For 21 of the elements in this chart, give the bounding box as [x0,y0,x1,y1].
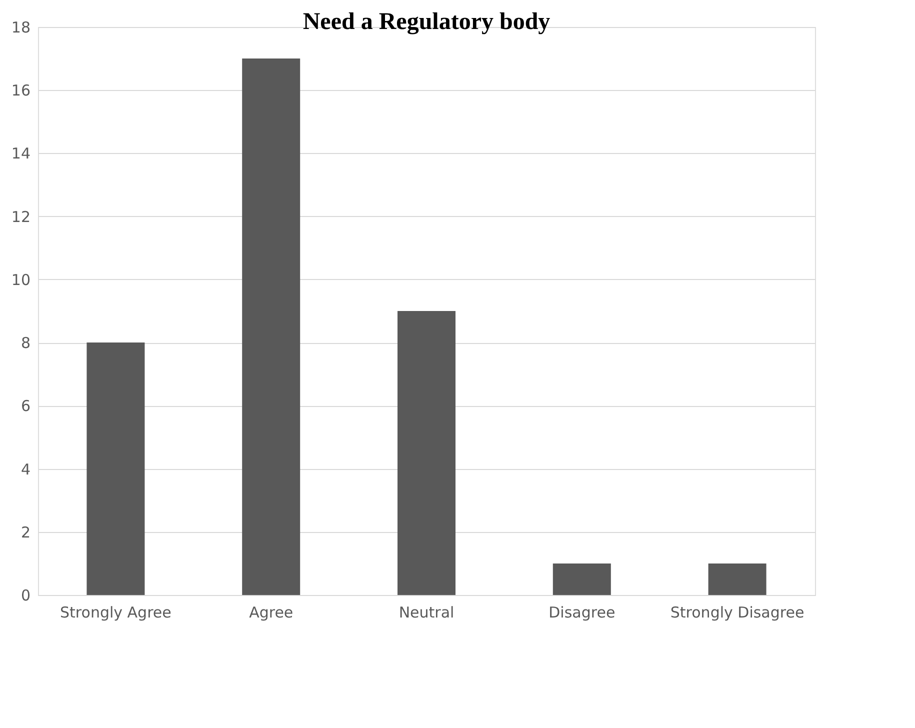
bar [86,342,145,595]
y-tick-label: 2 [20,523,30,542]
y-tick-label: 18 [11,18,30,36]
y-tick-label: 0 [20,586,30,604]
x-tick-label: Strongly Disagree [670,604,804,622]
x-tick-label: Neutral [398,604,454,622]
y-tick-label: 6 [20,397,30,416]
y-tick-label: 12 [11,208,30,226]
y-tick-label: 14 [11,144,30,163]
y-tick-label: 10 [11,270,30,289]
y-tick-label: 4 [20,460,30,478]
chart-title: Need a Regulatory body [302,9,550,35]
bar [708,563,766,595]
y-tick-label: 8 [20,334,30,352]
x-tick-label: Disagree [548,604,616,622]
bar [398,311,456,595]
bar [552,563,611,595]
x-tick-label: Strongly Agree [60,604,172,622]
x-tick-label: Agree [249,604,294,622]
bar [242,58,300,595]
y-tick-label: 16 [11,82,30,100]
